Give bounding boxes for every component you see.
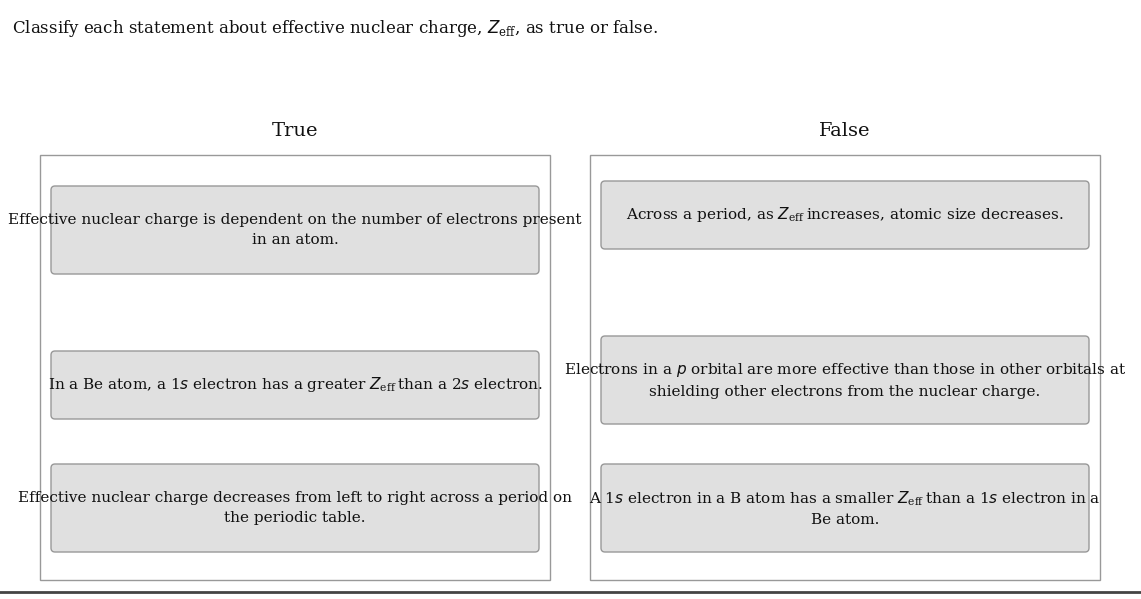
FancyBboxPatch shape: [40, 155, 550, 580]
FancyBboxPatch shape: [51, 351, 539, 419]
Text: Effective nuclear charge is dependent on the number of electrons present
in an a: Effective nuclear charge is dependent on…: [8, 213, 582, 247]
FancyBboxPatch shape: [601, 464, 1089, 552]
FancyBboxPatch shape: [51, 464, 539, 552]
FancyBboxPatch shape: [601, 336, 1089, 424]
Text: Effective nuclear charge decreases from left to right across a period on
the per: Effective nuclear charge decreases from …: [18, 491, 572, 525]
FancyBboxPatch shape: [590, 155, 1100, 580]
Text: Electrons in a $p$ orbital are more effective than those in other orbitals at
sh: Electrons in a $p$ orbital are more effe…: [564, 361, 1126, 399]
Text: True: True: [272, 122, 318, 140]
Text: Across a period, as $Z_{\mathregular{eff}}$ increases, atomic size decreases.: Across a period, as $Z_{\mathregular{eff…: [626, 205, 1063, 225]
Text: A 1$s$ electron in a B atom has a smaller $Z_{\mathregular{eff}}$ than a 1$s$ el: A 1$s$ electron in a B atom has a smalle…: [589, 489, 1101, 527]
FancyBboxPatch shape: [601, 181, 1089, 249]
Text: In a Be atom, a 1$s$ electron has a greater $Z_{\mathregular{eff}}$ than a 2$s$ : In a Be atom, a 1$s$ electron has a grea…: [48, 376, 542, 395]
Text: Classify each statement about effective nuclear charge, $Z_{\mathregular{eff}}$,: Classify each statement about effective …: [13, 18, 658, 39]
FancyBboxPatch shape: [51, 186, 539, 274]
Text: False: False: [819, 122, 871, 140]
